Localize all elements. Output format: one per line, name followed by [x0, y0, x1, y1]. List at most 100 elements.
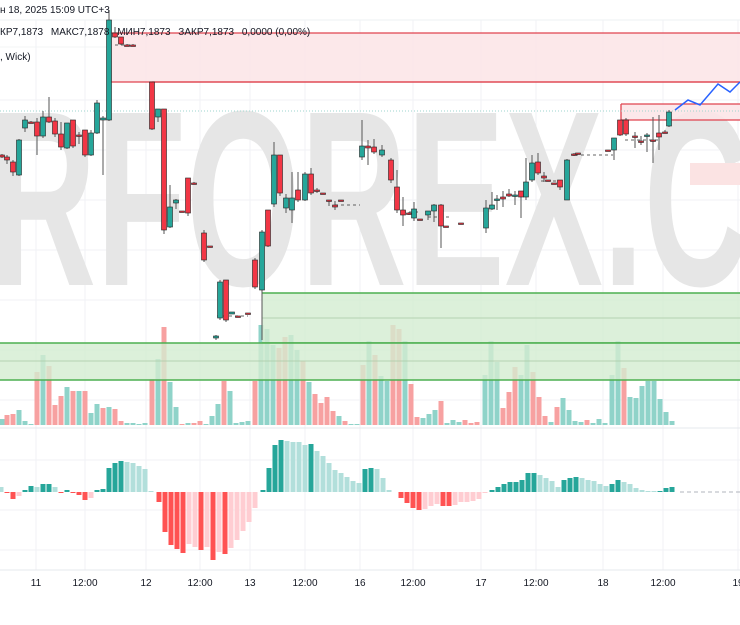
candle-body[interactable] [76, 134, 82, 137]
candle-body[interactable] [289, 197, 295, 211]
candle-body[interactable] [494, 198, 500, 201]
indicator-legend[interactable]: , Wick) [0, 52, 31, 63]
candle-body[interactable] [40, 116, 46, 137]
candle-body[interactable] [512, 194, 518, 197]
candle-body[interactable] [167, 206, 173, 228]
candle-body[interactable] [332, 204, 338, 208]
candle-body[interactable] [217, 281, 223, 319]
candle-body[interactable] [483, 207, 489, 229]
candle-body[interactable] [417, 218, 423, 221]
candle-body[interactable] [431, 204, 437, 212]
candle-body[interactable] [575, 152, 581, 155]
resistance-zone[interactable] [111, 33, 740, 82]
candle-body[interactable] [88, 132, 94, 156]
candle-body[interactable] [500, 196, 506, 200]
candle-body[interactable] [617, 119, 623, 136]
candle-body[interactable] [400, 209, 406, 216]
support-zone[interactable] [0, 343, 740, 380]
candle-body[interactable] [201, 232, 207, 261]
candle-body[interactable] [666, 111, 672, 127]
candle-body[interactable] [34, 121, 40, 137]
candle-body[interactable] [438, 204, 444, 227]
candle-body[interactable] [118, 36, 124, 45]
candle-body[interactable] [302, 173, 308, 201]
candle-body[interactable] [64, 122, 70, 149]
candle-body[interactable] [551, 182, 557, 185]
candle-body[interactable] [252, 259, 258, 288]
candle-body[interactable] [314, 189, 320, 192]
candle-body[interactable] [611, 137, 617, 151]
candle-body[interactable] [149, 81, 155, 130]
candle-body[interactable] [4, 156, 10, 161]
candle-body[interactable] [207, 245, 213, 248]
candle-body[interactable] [185, 177, 191, 214]
candle-body[interactable] [458, 222, 464, 225]
candle-body[interactable] [16, 139, 22, 176]
candle-body[interactable] [425, 210, 431, 216]
candle-body[interactable] [379, 149, 385, 156]
candle-body[interactable] [70, 119, 76, 147]
candle-body[interactable] [82, 129, 88, 156]
candle-body[interactable] [161, 108, 167, 231]
candle-body[interactable] [365, 145, 371, 149]
candle-body[interactable] [94, 102, 100, 134]
candle-body[interactable] [10, 161, 16, 173]
candle-body[interactable] [632, 135, 638, 138]
candle-body[interactable] [308, 173, 314, 194]
candle-body[interactable] [259, 231, 265, 291]
candle-body[interactable] [371, 146, 377, 153]
candle-body[interactable] [529, 162, 535, 181]
candle-body[interactable] [106, 19, 112, 121]
candle-body[interactable] [295, 189, 301, 201]
candle-body[interactable] [112, 32, 118, 38]
resistance-zone[interactable] [621, 104, 740, 120]
candle-body[interactable] [506, 193, 512, 197]
candle-body[interactable] [650, 139, 656, 142]
candle-body[interactable] [213, 335, 219, 339]
candle-body[interactable] [265, 209, 271, 247]
candle-body[interactable] [605, 149, 611, 152]
candle-body[interactable] [662, 131, 668, 134]
candle-body[interactable] [541, 175, 547, 179]
candle-body[interactable] [271, 154, 277, 205]
candle-body[interactable] [623, 119, 629, 135]
candle-body[interactable] [388, 159, 394, 181]
candle-body[interactable] [638, 140, 644, 143]
candle-body[interactable] [326, 199, 332, 202]
projection-line[interactable] [674, 81, 740, 111]
candle-body[interactable] [229, 311, 235, 315]
candle-body[interactable] [245, 312, 251, 315]
candle-body[interactable] [518, 190, 524, 198]
candle-body[interactable] [58, 133, 64, 148]
candle-body[interactable] [283, 197, 289, 209]
candle-body[interactable] [235, 315, 241, 318]
candle-body[interactable] [644, 134, 650, 137]
candle-body[interactable] [124, 44, 130, 47]
candle-body[interactable] [277, 154, 283, 194]
candle-body[interactable] [22, 119, 28, 129]
candle-body[interactable] [28, 121, 34, 124]
candle-body[interactable] [46, 116, 52, 123]
candle-body[interactable] [223, 279, 229, 321]
candle-body[interactable] [359, 145, 365, 158]
candle-body[interactable] [173, 199, 179, 204]
candle-body[interactable] [191, 182, 197, 185]
candle-body[interactable] [52, 120, 58, 135]
candle-body[interactable] [320, 192, 326, 195]
candle-body[interactable] [557, 179, 563, 188]
candle-body[interactable] [443, 225, 449, 228]
candle-body[interactable] [523, 181, 529, 198]
candle-body[interactable] [130, 44, 136, 47]
candle-body[interactable] [338, 199, 344, 202]
candle-body[interactable] [489, 204, 495, 210]
candle-body[interactable] [545, 179, 551, 182]
candle-body[interactable] [179, 210, 185, 213]
candle-body[interactable] [394, 186, 400, 211]
candle-body[interactable] [535, 161, 541, 174]
candle-body[interactable] [155, 108, 161, 118]
candle-body[interactable] [656, 132, 662, 138]
candle-body[interactable] [411, 208, 417, 219]
candle-body[interactable] [406, 212, 412, 215]
